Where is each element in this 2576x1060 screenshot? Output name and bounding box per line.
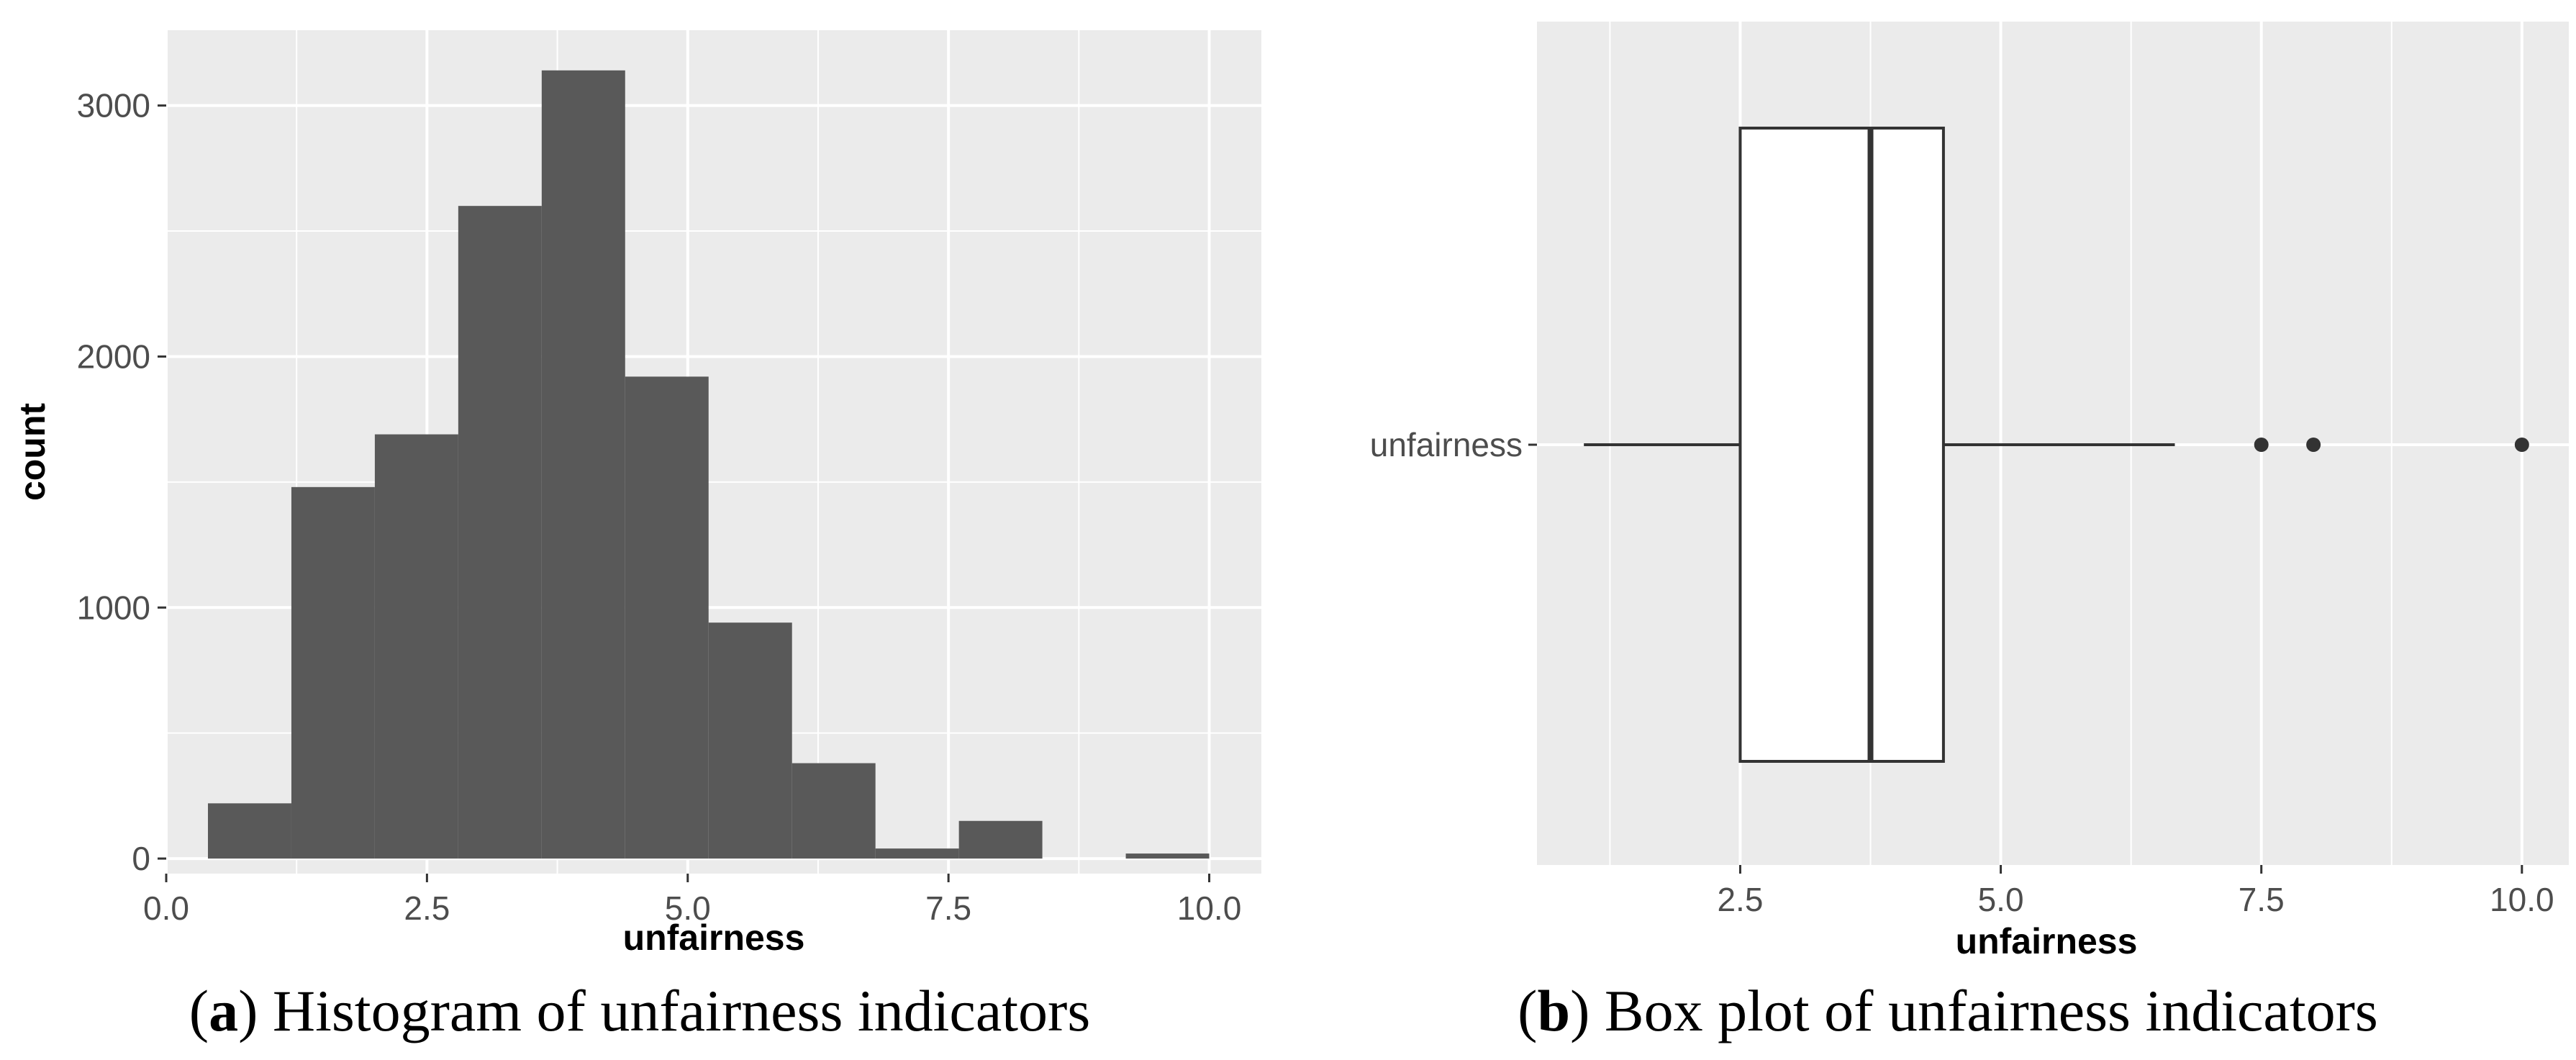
boxplot-outlier-point [2306, 438, 2321, 452]
boxplot-chart: 2.5 5.0 7.5 10.0 unfairness unfairness (b) … [1370, 22, 2569, 1043]
boxplot-x-axis-title: unfairness [1956, 921, 2138, 961]
histogram-bar [291, 486, 375, 859]
histogram-y-axis: 0 1000 2000 3000 [77, 87, 166, 877]
boxplot-caption: (b) Box plot of unfairness indicators [1518, 978, 2378, 1043]
histogram-x-axis-title: unfairness [623, 918, 805, 958]
histogram-bar [792, 763, 876, 859]
histogram-bar [708, 622, 792, 859]
boxplot-box [1738, 127, 1945, 763]
boxplot-x-tick-label: 2.5 [1717, 881, 1763, 918]
histogram-x-tick-label: 5.0 [665, 889, 711, 927]
histogram-x-axis: 0.0 2.5 5.0 7.5 10.0 [143, 874, 1241, 927]
histogram-y-tick-label: 0 [132, 840, 150, 877]
histogram-x-tick-label: 7.5 [925, 889, 971, 927]
histogram-x-tick-label: 10.0 [1177, 889, 1242, 927]
boxplot-x-tick-label: 7.5 [2239, 881, 2285, 918]
histogram-bar [541, 70, 625, 859]
histogram-bars [207, 70, 1210, 859]
histogram-bar [458, 206, 542, 859]
boxplot-y-axis: unfairness [1370, 426, 1537, 463]
histogram-x-tick-label: 2.5 [404, 889, 450, 927]
histogram-bar [207, 803, 291, 859]
histogram-bar [958, 820, 1043, 859]
boxplot-outlier-point [2514, 438, 2529, 452]
boxplot-x-tick-label: 10.0 [2490, 881, 2554, 918]
histogram-y-tick-label: 3000 [77, 87, 150, 124]
histogram-bar [374, 434, 458, 859]
boxplot-category-label: unfairness [1370, 426, 1523, 463]
histogram-bar [625, 376, 709, 859]
boxplot-outlier-point [2254, 438, 2269, 452]
histogram-bar [875, 848, 959, 859]
histogram-y-tick-label: 2000 [77, 338, 150, 375]
boxplot-x-axis: 2.5 5.0 7.5 10.0 [1717, 865, 2554, 918]
histogram-x-tick-label: 0.0 [143, 889, 189, 927]
histogram-y-tick-label: 1000 [77, 589, 150, 626]
histogram-y-axis-title: count [12, 403, 53, 501]
boxplot-x-tick-label: 5.0 [1978, 881, 2024, 918]
boxplot-marks [1584, 127, 2529, 763]
histogram-bar [1125, 853, 1210, 859]
histogram-caption: (a) Histogram of unfairness indicators [189, 978, 1090, 1043]
histogram-chart: 0 1000 2000 3000 0.0 2.5 5.0 7.5 10.0 unfairnes… [12, 30, 1261, 1043]
